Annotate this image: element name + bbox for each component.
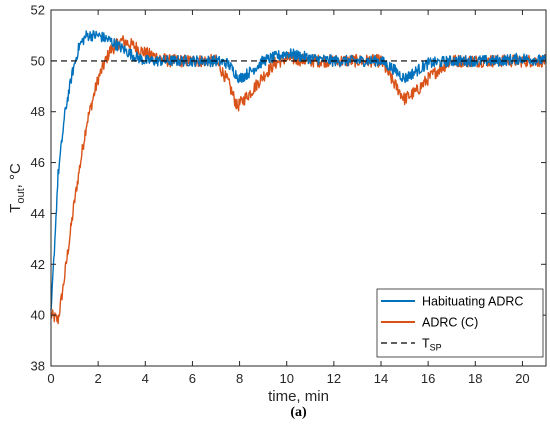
x-tick-label: 10 xyxy=(279,371,293,386)
subfigure-label: (a) xyxy=(290,405,307,420)
legend-label-habituating-adrc: Habituating ADRC xyxy=(422,295,523,309)
x-tick-label: 6 xyxy=(189,371,196,386)
y-axis-label: Tout, °C xyxy=(7,163,27,213)
x-tick-label: 18 xyxy=(468,371,482,386)
y-tick-label: 48 xyxy=(31,104,45,119)
y-axis-label-main: T xyxy=(7,204,24,213)
legend-label-tsp-sub: SP xyxy=(430,343,442,353)
y-axis-label-suffix: , °C xyxy=(7,163,24,188)
x-tick-label: 2 xyxy=(95,371,102,386)
series-line-0 xyxy=(50,30,547,311)
series-line-1 xyxy=(50,35,547,325)
y-tick-label: 50 xyxy=(31,53,45,68)
legend-label-adrc-c: ADRC (C) xyxy=(422,316,478,330)
legend-label-tsp-main: T xyxy=(422,337,430,351)
x-tick-label: 20 xyxy=(515,371,529,386)
x-tick-label: 0 xyxy=(47,371,54,386)
y-tick-label: 38 xyxy=(31,359,45,374)
legend: Habituating ADRC ADRC (C) TSP xyxy=(376,288,544,358)
x-tick-label: 4 xyxy=(142,371,149,386)
x-axis-label: time, min xyxy=(268,388,329,405)
y-axis-label-sub: out xyxy=(15,188,27,203)
x-tick-label: 8 xyxy=(236,371,243,386)
x-tick-label: 12 xyxy=(327,371,341,386)
y-tick-label: 46 xyxy=(31,155,45,170)
x-tick-label: 14 xyxy=(374,371,388,386)
y-tick-label: 44 xyxy=(31,206,45,221)
y-tick-label: 52 xyxy=(31,3,45,18)
y-tick-label: 42 xyxy=(31,257,45,272)
plot-frame xyxy=(50,9,547,367)
series-layer xyxy=(50,30,547,325)
x-tick-label: 16 xyxy=(421,371,435,386)
y-tick-label: 40 xyxy=(31,308,45,323)
legend-label-tsp: TSP xyxy=(422,337,442,353)
